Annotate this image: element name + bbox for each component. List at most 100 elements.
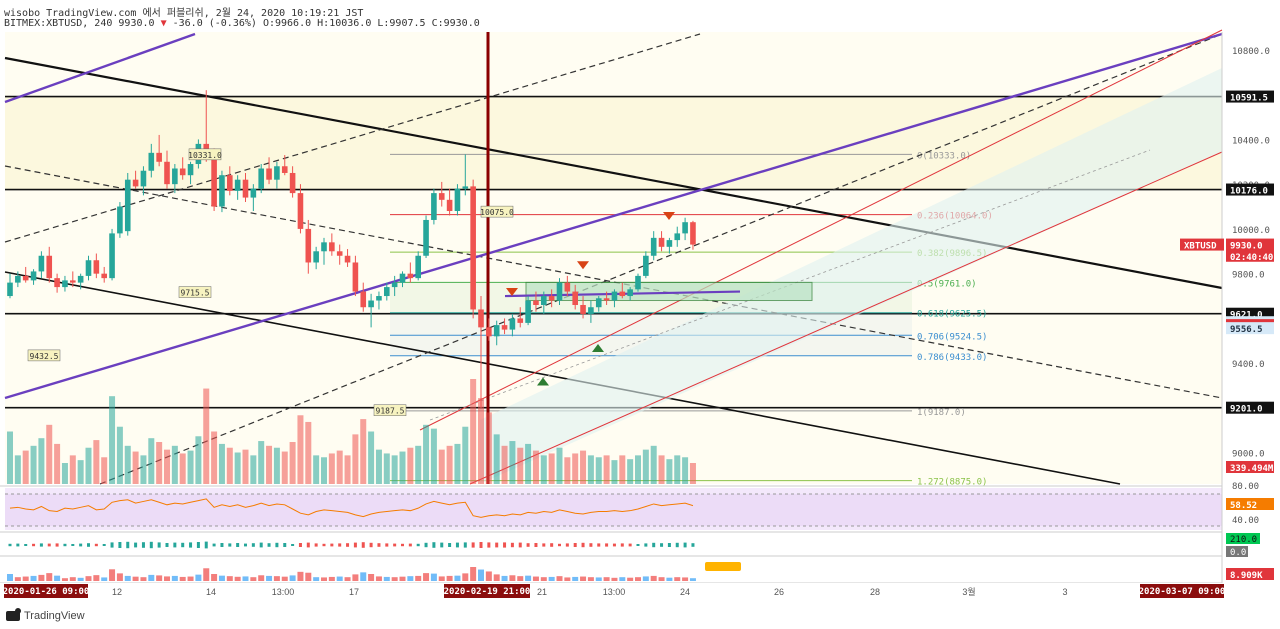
volume-bar (336, 450, 343, 484)
change-value: -36.0 (-0.36%) (172, 18, 257, 29)
volume-bar (454, 443, 461, 484)
candle-body (541, 296, 547, 305)
momentum-bar (291, 544, 295, 546)
symbol-label[interactable]: BITMEX:XBTUSD, 240 (4, 18, 113, 29)
bottom-hist-bar (218, 575, 225, 581)
bottom-hist-bar (572, 576, 579, 581)
volume-bar (470, 379, 477, 484)
volume-bar (266, 445, 273, 484)
price-axis-bg (1222, 32, 1280, 583)
fib-level-label: 0.706(9524.5) (917, 332, 987, 342)
candle-body (313, 251, 319, 263)
volume-bar (164, 449, 170, 484)
volume-bar (619, 455, 626, 484)
volume-bar (148, 438, 155, 484)
momentum-bar (660, 543, 664, 547)
footer: TradingView (0, 606, 1280, 629)
symbol-ohlc: BITMEX:XBTUSD, 240 9930.0 ▼ -36.0 (-0.36… (4, 18, 480, 29)
momentum-bar (298, 543, 302, 547)
momentum-bar (667, 543, 671, 547)
annotation-label: 9715.5 (181, 289, 210, 298)
momentum-bar (126, 541, 130, 549)
momentum-bar (110, 542, 114, 548)
bottom-hist-bar (344, 577, 351, 581)
volume-bar (344, 455, 351, 484)
candle-body (446, 199, 453, 212)
momentum-bar (94, 543, 98, 547)
time-cursor (444, 584, 530, 598)
candle-body (289, 172, 296, 194)
volume-bar (666, 459, 673, 484)
volume-bar (478, 398, 484, 484)
time-range-end-label: 2020-03-07 09:00 (1139, 587, 1226, 597)
bottom-tag (1226, 568, 1274, 580)
buy-arrow-icon (537, 377, 549, 386)
buy-arrow-icon (592, 343, 604, 352)
annotation-box (373, 404, 407, 416)
momentum-bar (558, 543, 561, 547)
price-tag-label: 9930.0 (1230, 242, 1263, 252)
tradingview-icon (6, 608, 21, 621)
bottom-hist-bar (46, 573, 53, 581)
candle-body (643, 255, 649, 276)
fib-level-label: 0.786(9433.0) (917, 353, 987, 363)
candle-body (227, 175, 233, 191)
candle-body (22, 275, 29, 281)
momentum-bar (196, 542, 200, 548)
volume-bar (77, 460, 84, 484)
candle-body (360, 291, 367, 308)
price-tag (1226, 238, 1274, 251)
bottom-hist-bar (595, 577, 602, 581)
dashed-trendline (4, 165, 1223, 399)
price-tag (1180, 238, 1224, 251)
bottom-hist-bar (627, 577, 634, 581)
candle-body (627, 289, 633, 297)
chart-header: wisobo TradingView.com 에서 퍼블리쉬, 2월 24, 2… (0, 0, 1280, 32)
bottom-hist-bar (101, 577, 108, 581)
sell-arrow-icon (506, 288, 518, 297)
bottom-hist-bar (195, 574, 202, 581)
fib-level-label: 0.618(9625.5) (917, 310, 987, 320)
bottom-hist-bar (69, 577, 76, 581)
macd-tag-label: 210.0 (1230, 535, 1257, 545)
candle-body (336, 251, 343, 256)
candle-body (509, 318, 516, 330)
momentum-bar (102, 544, 106, 546)
momentum-bar (322, 543, 326, 547)
bottom-hist-bar (587, 577, 594, 581)
candle-body (384, 287, 390, 297)
momentum-bar (71, 544, 75, 546)
momentum-bar (393, 543, 397, 547)
price-axis-tick: 10000.0 (1232, 226, 1270, 236)
candle-body (109, 233, 115, 279)
volume-bar (352, 434, 359, 484)
volume-bar (611, 460, 618, 484)
bottom-hist-bar (548, 576, 555, 581)
momentum-bar (487, 542, 491, 548)
macd-zero-label: 0.0 (1230, 548, 1246, 558)
momentum-bar (283, 543, 287, 547)
tradingview-logo[interactable]: TradingView (6, 608, 85, 622)
candle-body (329, 242, 335, 252)
volume-bar (446, 445, 453, 484)
candle-body (219, 175, 225, 207)
candle-body (635, 275, 641, 290)
price-axis-tick: 9000.0 (1232, 450, 1265, 460)
volume-bar (689, 463, 696, 484)
momentum-bar (173, 542, 177, 548)
volume-bar (328, 453, 335, 484)
bottom-hist-bar (321, 577, 327, 581)
volume-bar (305, 421, 312, 484)
bottom-hist-bar (611, 577, 618, 581)
chart-canvas[interactable]: 0(10333.0)0.236(10064.0)0.382(9896.5)0.5… (0, 0, 1280, 606)
volume-bar (415, 445, 422, 484)
time-range-end (1140, 584, 1224, 598)
momentum-bar (267, 543, 271, 547)
bottom-hist-bar (642, 576, 649, 581)
candle-body (172, 168, 178, 185)
volume-bar (61, 463, 68, 484)
volume-bar (30, 445, 37, 484)
momentum-bar (589, 543, 593, 547)
bottom-hist-bar (501, 575, 508, 581)
bottom-hist-bar (85, 576, 92, 581)
